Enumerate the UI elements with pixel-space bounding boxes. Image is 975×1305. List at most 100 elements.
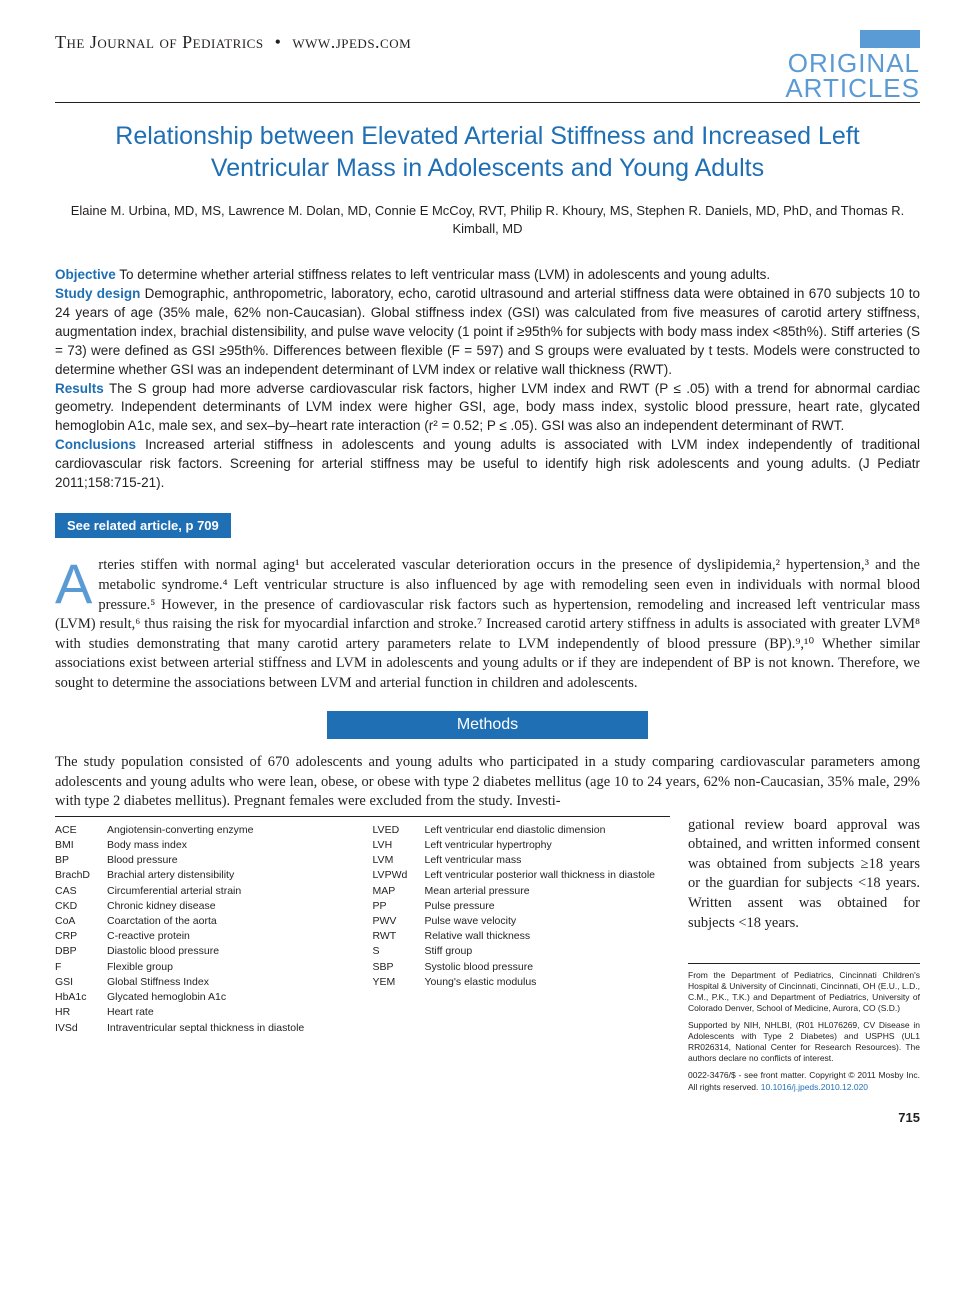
abbrev-row: DBPDiastolic blood pressure: [55, 944, 353, 959]
abbrev-key: ACE: [55, 823, 107, 838]
abbrev-key: CoA: [55, 914, 107, 929]
abbrev-key: SBP: [373, 960, 425, 975]
journal-title: The Journal of Pediatrics: [55, 32, 264, 52]
results-text: The S group had more adverse cardiovascu…: [55, 381, 920, 434]
authors-line: Elaine M. Urbina, MD, MS, Lawrence M. Do…: [55, 202, 920, 238]
abbrev-row: IVSdIntraventricular septal thickness in…: [55, 1021, 353, 1036]
abbrev-key: BrachD: [55, 868, 107, 883]
abbrev-row: CRPC-reactive protein: [55, 929, 353, 944]
related-article-badge[interactable]: See related article, p 709: [55, 513, 231, 539]
dropcap: A: [55, 556, 98, 608]
abbrev-key: LVPWd: [373, 868, 425, 883]
abbrev-key: CAS: [55, 884, 107, 899]
abbrev-row: CoACoarctation of the aorta: [55, 914, 353, 929]
abbrev-row: LVHLeft ventricular hypertrophy: [373, 838, 671, 853]
abbrev-val: C-reactive protein: [107, 929, 353, 944]
abbrev-key: CRP: [55, 929, 107, 944]
abbrev-val: Pulse pressure: [425, 899, 671, 914]
objective-label: Objective: [55, 267, 116, 282]
abbrev-row: YEMYoung's elastic modulus: [373, 975, 671, 990]
footnotes-block: From the Department of Pediatrics, Cinci…: [688, 963, 920, 1092]
article-title: Relationship between Elevated Arterial S…: [75, 121, 900, 184]
abbrev-row: LVMLeft ventricular mass: [373, 853, 671, 868]
intro-paragraph: Arteries stiffen with normal aging¹ but …: [55, 556, 920, 693]
abbrev-row: MAPMean arterial pressure: [373, 884, 671, 899]
abbrev-row: CASCircumferential arterial strain: [55, 884, 353, 899]
abbrev-key: CKD: [55, 899, 107, 914]
conclusions-label: Conclusions: [55, 437, 136, 452]
abbrev-row: BMIBody mass index: [55, 838, 353, 853]
abbrev-val: Left ventricular mass: [425, 853, 671, 868]
abbrev-val: Pulse wave velocity: [425, 914, 671, 929]
copyright-note: 0022-3476/$ - see front matter. Copyrigh…: [688, 1070, 920, 1092]
abbrev-key: PP: [373, 899, 425, 914]
abbrev-val: Diastolic blood pressure: [107, 944, 353, 959]
abbrev-row: HbA1cGlycated hemoglobin A1c: [55, 990, 353, 1005]
conclusions-text: Increased arterial stiffness in adolesce…: [55, 437, 920, 490]
abbrev-col-2: LVEDLeft ventricular end diastolic dimen…: [373, 823, 671, 1036]
abbrev-val: Glycated hemoglobin A1c: [107, 990, 353, 1005]
abbrev-key: S: [373, 944, 425, 959]
intro-text: rteries stiffen with normal aging¹ but a…: [55, 557, 920, 690]
abbrev-key: MAP: [373, 884, 425, 899]
section-label: ORIGINAL ARTICLES: [785, 51, 920, 100]
abbrev-row: FFlexible group: [55, 960, 353, 975]
abbrev-key: YEM: [373, 975, 425, 990]
methods-heading: Methods: [327, 711, 648, 739]
design-text: Demographic, anthropometric, laboratory,…: [55, 286, 920, 377]
abbrev-row: HRHeart rate: [55, 1005, 353, 1020]
separator-dot: •: [275, 32, 282, 52]
abbrev-val: Mean arterial pressure: [425, 884, 671, 899]
abbrev-key: HR: [55, 1005, 107, 1020]
abbrev-val: Blood pressure: [107, 853, 353, 868]
abstract-conclusions: Conclusions Increased arterial stiffness…: [55, 436, 920, 493]
abbrev-val: Chronic kidney disease: [107, 899, 353, 914]
abbrev-key: DBP: [55, 944, 107, 959]
abbrev-row: RWTRelative wall thickness: [373, 929, 671, 944]
abbrev-val: Coarctation of the aorta: [107, 914, 353, 929]
objective-text: To determine whether arterial stiffness …: [116, 267, 770, 282]
abbrev-val: Young's elastic modulus: [425, 975, 671, 990]
journal-name: The Journal of Pediatrics • www.jpeds.co…: [55, 30, 411, 54]
abbrev-row: PPPulse pressure: [373, 899, 671, 914]
abbreviations-box: ACEAngiotensin-converting enzymeBMIBody …: [55, 816, 670, 1036]
abstract-block: Objective To determine whether arterial …: [55, 266, 920, 493]
abbrev-row: LVEDLeft ventricular end diastolic dimen…: [373, 823, 671, 838]
abbrev-key: LVED: [373, 823, 425, 838]
abbrev-row: CKDChronic kidney disease: [55, 899, 353, 914]
doi-link[interactable]: 10.1016/j.jpeds.2010.12.020: [761, 1082, 868, 1092]
journal-url: www.jpeds.com: [292, 32, 411, 52]
abbrev-key: RWT: [373, 929, 425, 944]
abbrev-row: LVPWdLeft ventricular posterior wall thi…: [373, 868, 671, 883]
abbrev-row: GSIGlobal Stiffness Index: [55, 975, 353, 990]
abbrev-val: Relative wall thickness: [425, 929, 671, 944]
section-color-bar: [860, 30, 920, 48]
abbrev-key: LVM: [373, 853, 425, 868]
affiliation-note: From the Department of Pediatrics, Cinci…: [688, 970, 920, 1014]
methods-heading-bar: Methods: [55, 711, 920, 739]
abbrev-val: Heart rate: [107, 1005, 353, 1020]
abstract-results: Results The S group had more adverse car…: [55, 380, 920, 437]
abbrev-val: Brachial artery distensibility: [107, 868, 353, 883]
abstract-objective: Objective To determine whether arterial …: [55, 266, 920, 285]
abbrev-row: SBPSystolic blood pressure: [373, 960, 671, 975]
abbrev-row: ACEAngiotensin-converting enzyme: [55, 823, 353, 838]
abbrev-key: F: [55, 960, 107, 975]
abbrev-val: Left ventricular posterior wall thicknes…: [425, 868, 671, 883]
abbrev-key: PWV: [373, 914, 425, 929]
funding-note: Supported by NIH, NHLBI, (R01 HL076269, …: [688, 1020, 920, 1064]
methods-continuation: gational review board approval was obtai…: [688, 816, 920, 933]
right-column: gational review board approval was obtai…: [688, 816, 920, 1099]
abbrev-key: HbA1c: [55, 990, 107, 1005]
abbrev-val: Left ventricular hypertrophy: [425, 838, 671, 853]
abbrev-val: Body mass index: [107, 838, 353, 853]
abbrev-col-1: ACEAngiotensin-converting enzymeBMIBody …: [55, 823, 353, 1036]
abbrev-row: PWVPulse wave velocity: [373, 914, 671, 929]
abbrev-key: BMI: [55, 838, 107, 853]
page-header: The Journal of Pediatrics • www.jpeds.co…: [55, 30, 920, 103]
results-label: Results: [55, 381, 104, 396]
abbrev-val: Stiff group: [425, 944, 671, 959]
lower-columns: ACEAngiotensin-converting enzymeBMIBody …: [55, 816, 920, 1099]
abbrev-val: Left ventricular end diastolic dimension: [425, 823, 671, 838]
abbrev-key: IVSd: [55, 1021, 107, 1036]
